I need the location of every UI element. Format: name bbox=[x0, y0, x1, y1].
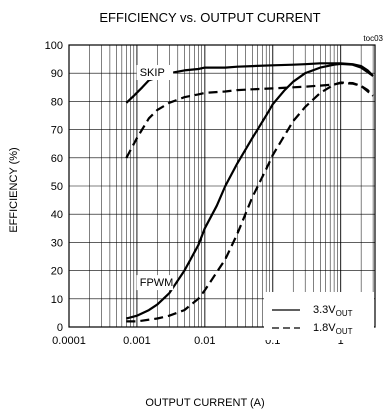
x-tick-label: 0.01 bbox=[194, 335, 215, 347]
y-tick-label: 100 bbox=[45, 40, 63, 52]
annotation-skip: SKIP bbox=[136, 65, 174, 81]
annotation-text: FPWM bbox=[140, 277, 174, 289]
annotations: SKIP FPWM bbox=[136, 65, 174, 291]
annotation-text: SKIP bbox=[140, 67, 165, 79]
y-tick-label: 90 bbox=[51, 68, 63, 80]
series-line-1v8-fpwm bbox=[126, 81, 374, 323]
y-axis-label: EFFICIENCY (%) bbox=[8, 147, 20, 232]
series-line-3v3-fpwm bbox=[126, 62, 374, 320]
annotation-bg bbox=[136, 275, 174, 291]
legend-label-3v3: 3.3VOUT bbox=[313, 304, 353, 318]
y-tick-label: 40 bbox=[51, 209, 63, 221]
x-tick-label: 0.001 bbox=[123, 335, 151, 347]
y-tick-label: 20 bbox=[51, 266, 63, 278]
plot-frame bbox=[68, 44, 376, 328]
x-axis-label: OUTPUT CURRENT (A) bbox=[145, 397, 264, 409]
chart-title: EFFICIENCY vs. OUTPUT CURRENT bbox=[99, 10, 320, 25]
y-tick-label: 30 bbox=[51, 237, 63, 249]
series-line-1v8-skip bbox=[125, 81, 374, 159]
legend-label-1v8: 1.8VOUT bbox=[313, 322, 353, 336]
annotation-bg bbox=[136, 65, 174, 81]
legend: 3.3VOUT 1.8VOUT bbox=[264, 292, 374, 340]
y-tick-label: 70 bbox=[51, 125, 63, 137]
y-tick-label: 80 bbox=[51, 96, 63, 108]
x-tick-label: 0.0001 bbox=[52, 335, 86, 347]
y-tick-label: 50 bbox=[51, 181, 63, 193]
figure-tag: toc03 bbox=[363, 34, 383, 43]
annotation-fpwm: FPWM bbox=[136, 275, 174, 291]
legend-box bbox=[264, 292, 374, 340]
y-tick-label: 0 bbox=[57, 322, 63, 334]
x-tick-label: 1 bbox=[338, 335, 344, 347]
y-tick-label: 60 bbox=[51, 153, 63, 165]
y-tick-label: 10 bbox=[51, 294, 63, 306]
series-lines bbox=[125, 62, 374, 323]
